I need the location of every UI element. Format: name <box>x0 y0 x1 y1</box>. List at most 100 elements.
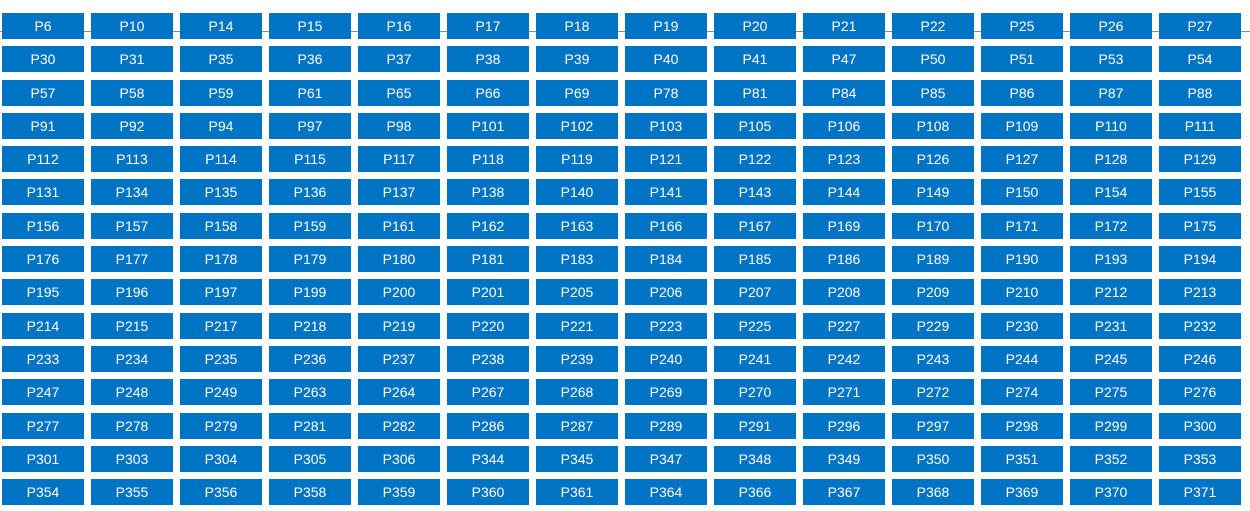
tile-button[interactable]: P242 <box>803 345 885 372</box>
tile-button[interactable]: P264 <box>358 379 440 406</box>
tile-button[interactable]: P86 <box>981 79 1063 106</box>
tile-button[interactable]: P112 <box>2 146 84 173</box>
tile-button[interactable]: P58 <box>91 79 173 106</box>
tile-button[interactable]: P368 <box>892 479 974 506</box>
tile-button[interactable]: P234 <box>91 345 173 372</box>
tile-button[interactable]: P10 <box>91 13 173 39</box>
tile-button[interactable]: P128 <box>1070 146 1152 173</box>
tile-button[interactable]: P236 <box>269 345 351 372</box>
tile-button[interactable]: P350 <box>892 445 974 472</box>
tile-button[interactable]: P274 <box>981 379 1063 406</box>
tile-button[interactable]: P366 <box>714 479 796 506</box>
tile-button[interactable]: P19 <box>625 13 707 39</box>
tile-button[interactable]: P353 <box>1159 445 1241 472</box>
tile-button[interactable]: P117 <box>358 146 440 173</box>
tile-button[interactable]: P40 <box>625 46 707 73</box>
tile-button[interactable]: P114 <box>180 146 262 173</box>
tile-button[interactable]: P197 <box>180 279 262 306</box>
tile-button[interactable]: P220 <box>447 312 529 339</box>
tile-button[interactable]: P170 <box>892 212 974 239</box>
tile-button[interactable]: P85 <box>892 79 974 106</box>
tile-button[interactable]: P193 <box>1070 246 1152 273</box>
tile-button[interactable]: P371 <box>1159 479 1241 506</box>
tile-button[interactable]: P162 <box>447 212 529 239</box>
tile-button[interactable]: P215 <box>91 312 173 339</box>
tile-button[interactable]: P113 <box>91 146 173 173</box>
tile-button[interactable]: P345 <box>536 445 618 472</box>
tile-button[interactable]: P299 <box>1070 412 1152 439</box>
tile-button[interactable]: P243 <box>892 345 974 372</box>
tile-button[interactable]: P51 <box>981 46 1063 73</box>
tile-button[interactable]: P238 <box>447 345 529 372</box>
tile-button[interactable]: P15 <box>269 13 351 39</box>
tile-button[interactable]: P129 <box>1159 146 1241 173</box>
tile-button[interactable]: P349 <box>803 445 885 472</box>
tile-button[interactable]: P141 <box>625 179 707 206</box>
tile-button[interactable]: P150 <box>981 179 1063 206</box>
tile-button[interactable]: P196 <box>91 279 173 306</box>
tile-button[interactable]: P138 <box>447 179 529 206</box>
tile-button[interactable]: P275 <box>1070 379 1152 406</box>
tile-button[interactable]: P282 <box>358 412 440 439</box>
tile-button[interactable]: P110 <box>1070 112 1152 139</box>
tile-button[interactable]: P189 <box>892 246 974 273</box>
tile-button[interactable]: P305 <box>269 445 351 472</box>
tile-button[interactable]: P247 <box>2 379 84 406</box>
tile-button[interactable]: P111 <box>1159 112 1241 139</box>
tile-button[interactable]: P212 <box>1070 279 1152 306</box>
tile-button[interactable]: P240 <box>625 345 707 372</box>
tile-button[interactable]: P217 <box>180 312 262 339</box>
tile-button[interactable]: P361 <box>536 479 618 506</box>
tile-button[interactable]: P154 <box>1070 179 1152 206</box>
tile-button[interactable]: P279 <box>180 412 262 439</box>
tile-button[interactable]: P108 <box>892 112 974 139</box>
tile-button[interactable]: P180 <box>358 246 440 273</box>
tile-button[interactable]: P175 <box>1159 212 1241 239</box>
tile-button[interactable]: P118 <box>447 146 529 173</box>
tile-button[interactable]: P102 <box>536 112 618 139</box>
tile-button[interactable]: P20 <box>714 13 796 39</box>
tile-button[interactable]: P94 <box>180 112 262 139</box>
tile-button[interactable]: P163 <box>536 212 618 239</box>
tile-button[interactable]: P155 <box>1159 179 1241 206</box>
tile-button[interactable]: P244 <box>981 345 1063 372</box>
tile-button[interactable]: P143 <box>714 179 796 206</box>
tile-button[interactable]: P201 <box>447 279 529 306</box>
tile-button[interactable]: P119 <box>536 146 618 173</box>
tile-button[interactable]: P190 <box>981 246 1063 273</box>
tile-button[interactable]: P30 <box>2 46 84 73</box>
tile-button[interactable]: P39 <box>536 46 618 73</box>
tile-button[interactable]: P61 <box>269 79 351 106</box>
tile-button[interactable]: P134 <box>91 179 173 206</box>
tile-button[interactable]: P227 <box>803 312 885 339</box>
tile-button[interactable]: P127 <box>981 146 1063 173</box>
tile-button[interactable]: P126 <box>892 146 974 173</box>
tile-button[interactable]: P53 <box>1070 46 1152 73</box>
tile-button[interactable]: P232 <box>1159 312 1241 339</box>
tile-button[interactable]: P103 <box>625 112 707 139</box>
tile-button[interactable]: P179 <box>269 246 351 273</box>
tile-button[interactable]: P207 <box>714 279 796 306</box>
tile-button[interactable]: P37 <box>358 46 440 73</box>
tile-button[interactable]: P287 <box>536 412 618 439</box>
tile-button[interactable]: P166 <box>625 212 707 239</box>
tile-button[interactable]: P306 <box>358 445 440 472</box>
tile-button[interactable]: P57 <box>2 79 84 106</box>
tile-button[interactable]: P149 <box>892 179 974 206</box>
tile-button[interactable]: P140 <box>536 179 618 206</box>
tile-button[interactable]: P87 <box>1070 79 1152 106</box>
tile-button[interactable]: P177 <box>91 246 173 273</box>
tile-button[interactable]: P298 <box>981 412 1063 439</box>
tile-button[interactable]: P131 <box>2 179 84 206</box>
tile-button[interactable]: P209 <box>892 279 974 306</box>
tile-button[interactable]: P348 <box>714 445 796 472</box>
tile-button[interactable]: P237 <box>358 345 440 372</box>
tile-button[interactable]: P36 <box>269 46 351 73</box>
tile-button[interactable]: P248 <box>91 379 173 406</box>
tile-button[interactable]: P230 <box>981 312 1063 339</box>
tile-button[interactable]: P50 <box>892 46 974 73</box>
tile-button[interactable]: P158 <box>180 212 262 239</box>
tile-button[interactable]: P195 <box>2 279 84 306</box>
tile-button[interactable]: P210 <box>981 279 1063 306</box>
tile-button[interactable]: P269 <box>625 379 707 406</box>
